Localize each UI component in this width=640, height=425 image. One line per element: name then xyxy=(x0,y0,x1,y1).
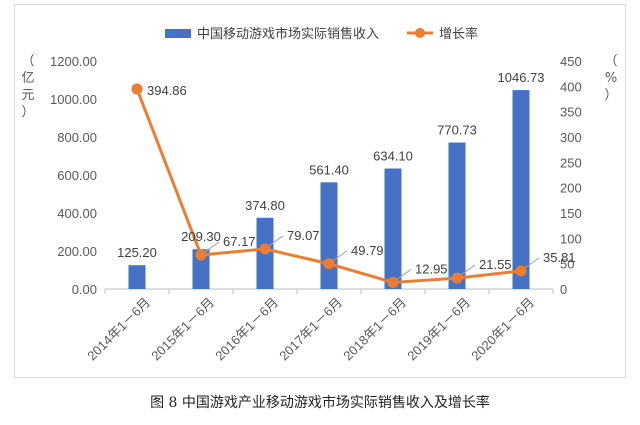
growth-value-label: 394.86 xyxy=(147,83,187,98)
y-tick-right: 250 xyxy=(560,155,582,170)
growth-label-leader xyxy=(268,235,284,247)
growth-line xyxy=(131,83,527,288)
y-tick-right: 50 xyxy=(560,257,574,272)
y-tick-left: 1000.00 xyxy=(50,92,97,107)
growth-point xyxy=(259,243,271,255)
legend-marker-line xyxy=(415,28,425,38)
y-axis-left-unit: （亿元） xyxy=(21,54,34,120)
x-tick-label: 2017年1－6月 xyxy=(276,295,345,364)
bar-value-label: 209.30 xyxy=(181,229,221,244)
growth-label-leader xyxy=(396,269,412,280)
y-tick-left: 400.00 xyxy=(57,206,97,221)
y-tick-right: 400 xyxy=(560,79,582,94)
bar-value-label: 770.73 xyxy=(437,123,477,138)
bar xyxy=(384,168,402,289)
growth-point xyxy=(195,249,207,261)
growth-value-label: 49.79 xyxy=(351,243,384,258)
y-tick-right: 100 xyxy=(560,231,582,246)
x-tick-label: 2015年1－6月 xyxy=(148,295,217,364)
y-tick-left: 200.00 xyxy=(57,244,97,259)
y-tick-left: 600.00 xyxy=(57,168,97,183)
growth-point xyxy=(515,265,527,277)
axes: 0.00 200.00 400.00 600.00 800.00 1000.00 1200.… xyxy=(50,54,582,363)
figure-caption: 图 8 中国游戏产业移动游戏市场实际销售收入及增长率 xyxy=(150,395,490,411)
y-tick-right: 450 xyxy=(560,54,582,69)
growth-value-label: 79.07 xyxy=(287,228,320,243)
y-tick-right: 150 xyxy=(560,206,582,221)
bar xyxy=(448,142,466,289)
y-tick-right: 350 xyxy=(560,105,582,120)
bar xyxy=(192,249,210,289)
bar-value-label: 1046.73 xyxy=(498,70,545,85)
growth-value-label: 67.17 xyxy=(223,234,256,249)
x-tick-label: 2020年1－6月 xyxy=(468,295,537,364)
bar xyxy=(320,182,338,289)
growth-value-label: 21.55 xyxy=(479,257,512,272)
y-tick-right: 200 xyxy=(560,181,582,196)
legend-label-line: 增长率 xyxy=(439,26,478,42)
growth-point xyxy=(323,258,335,270)
x-tick-label: 2019年1－6月 xyxy=(404,295,473,364)
y-axis-right-unit: （%） xyxy=(604,54,617,103)
bar xyxy=(512,90,530,289)
y-tick-left: 1200.00 xyxy=(50,54,97,69)
growth-label-leader xyxy=(460,264,476,276)
bar-value-label: 634.10 xyxy=(373,149,413,164)
growth-point xyxy=(387,276,399,288)
x-tick-label: 2014年1－6月 xyxy=(84,295,153,364)
legend: 中国移动游戏市场实际销售收入 增长率 xyxy=(165,26,478,42)
y-tick-left: 800.00 xyxy=(57,130,97,145)
bar-value-label: 374.80 xyxy=(245,198,285,213)
growth-point xyxy=(451,272,463,284)
chart-frame: 中国移动游戏市场实际销售收入 增长率 （亿元） （%） 0.00 200.00 400.… xyxy=(14,4,626,378)
axis-units: （亿元） （%） xyxy=(21,54,617,120)
bar-value-label: 561.40 xyxy=(309,162,349,177)
y-tick-left: 0.00 xyxy=(72,282,97,297)
x-tick-label: 2016年1－6月 xyxy=(212,295,281,364)
x-tick-label: 2018年1－6月 xyxy=(340,295,409,364)
y-tick-right: 0 xyxy=(560,282,567,297)
growth-label-leader xyxy=(204,241,220,253)
bar xyxy=(128,265,146,289)
legend-swatch-bar xyxy=(165,29,191,38)
data-labels: 125.20 209.30 374.80 561.40 634.10 770.73 1046… xyxy=(117,70,576,280)
chart: 中国移动游戏市场实际销售收入 增长率 （亿元） （%） 0.00 200.00 400.… xyxy=(21,26,617,363)
growth-value-label: 35.81 xyxy=(543,250,576,265)
legend-label-bar: 中国移动游戏市场实际销售收入 xyxy=(197,26,379,42)
bar-value-label: 125.20 xyxy=(117,245,157,260)
y-tick-right: 300 xyxy=(560,130,582,145)
growth-label-leader xyxy=(524,257,540,269)
growth-value-label: 12.95 xyxy=(415,261,448,276)
growth-point xyxy=(131,83,143,95)
growth-label-leader xyxy=(332,250,348,262)
